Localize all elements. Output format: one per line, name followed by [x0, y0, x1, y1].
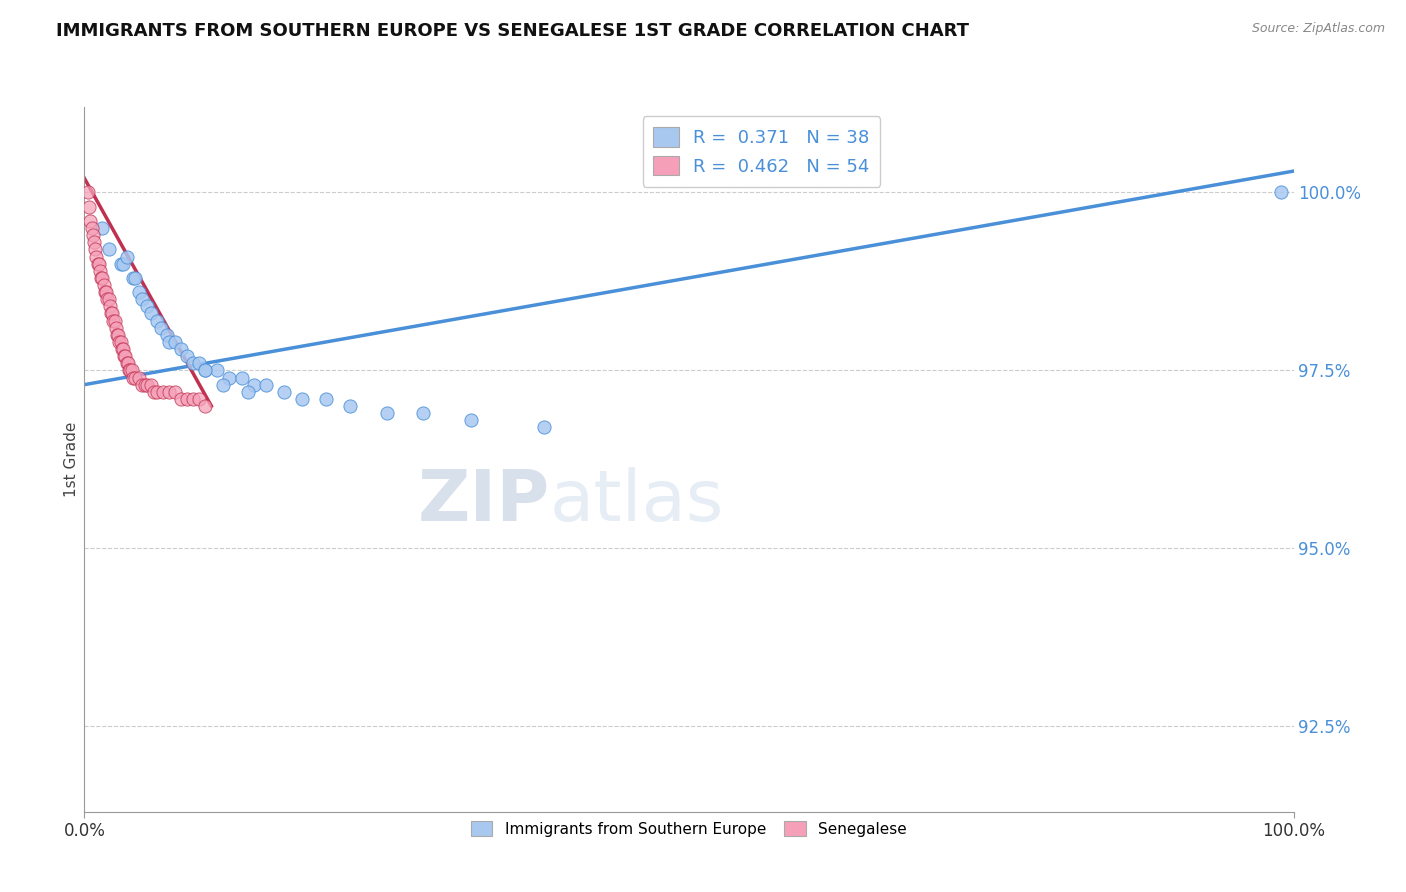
Point: [176, 349, 198, 363]
Point: [165, 334, 187, 349]
Point: [131, 292, 153, 306]
Point: [80, 221, 103, 235]
Point: [83, 235, 105, 250]
Point: [115, 356, 138, 370]
Point: [146, 313, 169, 327]
Point: [131, 377, 153, 392]
Point: [128, 370, 150, 384]
Point: [291, 392, 314, 406]
Point: [87, 257, 110, 271]
Point: [460, 413, 482, 427]
Point: [236, 384, 259, 399]
Point: [212, 377, 235, 392]
Point: [115, 250, 138, 264]
Point: [188, 356, 211, 370]
Point: [194, 399, 217, 413]
Point: [315, 392, 337, 406]
Point: [170, 342, 193, 356]
Point: [1270, 186, 1292, 200]
Point: [118, 363, 141, 377]
Point: [136, 377, 159, 392]
Point: [181, 392, 204, 406]
Point: [105, 327, 128, 342]
Point: [134, 377, 156, 392]
Y-axis label: 1st Grade: 1st Grade: [63, 422, 79, 497]
Point: [114, 349, 136, 363]
Point: [121, 363, 143, 377]
Point: [100, 306, 122, 320]
Point: [124, 370, 146, 384]
Point: [157, 384, 180, 399]
Point: [170, 392, 193, 406]
Point: [110, 334, 132, 349]
Point: [218, 370, 240, 384]
Point: [104, 313, 127, 327]
Point: [101, 306, 124, 320]
Point: [136, 299, 159, 313]
Point: [93, 277, 115, 292]
Point: [157, 334, 180, 349]
Point: [107, 327, 129, 342]
Point: [98, 299, 121, 313]
Point: [194, 363, 217, 377]
Point: [110, 257, 132, 271]
Point: [254, 377, 277, 392]
Text: atlas: atlas: [550, 467, 724, 536]
Legend: Immigrants from Southern Europe, Senegalese: Immigrants from Southern Europe, Senegal…: [465, 814, 912, 843]
Point: [146, 384, 169, 399]
Point: [194, 363, 217, 377]
Point: [90, 271, 112, 285]
Point: [143, 384, 166, 399]
Point: [84, 243, 107, 257]
Point: [86, 250, 108, 264]
Point: [97, 292, 120, 306]
Point: [121, 370, 143, 384]
Point: [231, 370, 253, 384]
Point: [112, 349, 135, 363]
Point: [112, 257, 135, 271]
Point: [91, 271, 114, 285]
Point: [94, 285, 117, 299]
Point: [339, 399, 361, 413]
Point: [188, 392, 211, 406]
Point: [117, 356, 139, 370]
Text: ZIP: ZIP: [418, 467, 550, 536]
Point: [375, 406, 398, 420]
Point: [77, 186, 100, 200]
Text: Source: ZipAtlas.com: Source: ZipAtlas.com: [1251, 22, 1385, 36]
Point: [139, 306, 162, 320]
Point: [94, 285, 117, 299]
Point: [97, 243, 120, 257]
Point: [104, 320, 127, 334]
Point: [155, 327, 177, 342]
Point: [533, 420, 555, 434]
Text: IMMIGRANTS FROM SOUTHERN EUROPE VS SENEGALESE 1ST GRADE CORRELATION CHART: IMMIGRANTS FROM SOUTHERN EUROPE VS SENEG…: [56, 22, 969, 40]
Point: [139, 377, 162, 392]
Point: [165, 384, 187, 399]
Point: [176, 392, 198, 406]
Point: [77, 200, 100, 214]
Point: [86, 257, 108, 271]
Point: [242, 377, 264, 392]
Point: [152, 384, 174, 399]
Point: [149, 320, 172, 334]
Point: [82, 228, 104, 243]
Point: [207, 363, 229, 377]
Point: [108, 334, 131, 349]
Point: [96, 292, 118, 306]
Point: [89, 264, 111, 278]
Point: [79, 214, 101, 228]
Point: [121, 271, 143, 285]
Point: [412, 406, 434, 420]
Point: [273, 384, 295, 399]
Point: [103, 313, 125, 327]
Point: [111, 342, 134, 356]
Point: [120, 363, 142, 377]
Point: [181, 356, 204, 370]
Point: [128, 285, 150, 299]
Point: [124, 271, 146, 285]
Point: [91, 221, 114, 235]
Point: [112, 342, 135, 356]
